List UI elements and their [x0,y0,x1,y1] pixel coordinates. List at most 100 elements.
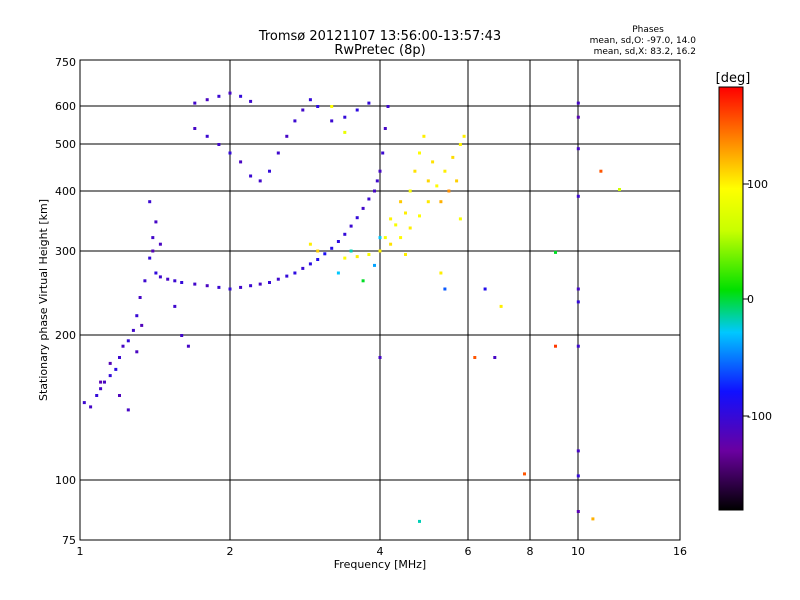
data-point [308,262,312,266]
data-point [343,115,347,119]
data-point [349,224,353,228]
data-point [118,394,121,397]
data-point [143,279,147,283]
colorbar-label: [deg] [716,71,751,86]
data-point [135,350,139,354]
data-point [239,285,243,289]
data-point [154,271,158,275]
data-point [404,211,407,215]
data-point [404,253,407,256]
data-point [258,282,262,286]
data-point [126,339,130,343]
data-point [205,134,209,138]
data-point [193,282,197,286]
data-point [276,277,280,281]
data-point [239,94,243,98]
data-point [458,143,462,146]
x-tick-label: 8 [527,545,534,558]
data-point [408,189,412,193]
data-point [435,184,439,188]
data-point [399,236,403,240]
data-point [451,155,455,159]
colorbar [718,86,744,511]
y-tick-label: 75 [62,534,76,547]
data-point [285,274,289,278]
data-point [343,232,347,236]
data-point [367,197,371,201]
data-point [386,105,390,108]
data-point [599,169,603,173]
data-point [228,287,232,291]
data-point [439,200,443,204]
data-point [82,401,86,405]
data-point [399,200,403,204]
x-tick-label: 2 [227,545,234,558]
colorbar-tick-label: -100 [747,410,772,423]
x-tick-label: 4 [377,545,384,558]
data-point [330,119,334,123]
data-point [249,99,253,103]
x-tick-label: 16 [673,545,687,558]
data-point [308,242,312,246]
data-point [554,250,557,254]
data-point [426,179,430,183]
data-point [349,249,353,253]
data-point [205,98,209,102]
data-point [180,281,184,284]
data-point [217,143,221,146]
data-point [108,361,112,365]
data-point [373,189,376,193]
data-point [126,408,130,412]
data-point [158,275,162,279]
data-point [239,160,243,164]
data-point [383,127,387,130]
data-point [205,284,209,288]
data-point [180,334,184,337]
data-point [381,151,385,155]
data-point [375,179,379,183]
data-point [138,296,142,299]
data-point [158,242,162,246]
data-point [618,188,621,191]
data-points [82,91,621,523]
colorbar-tick-label: 0 [747,293,754,306]
data-point [249,284,253,288]
data-point [373,263,376,267]
phase-info-line-x: mean, sd,X: 83.2, 16.2 [594,47,696,57]
data-point [576,344,580,348]
chart-title: Tromsø 20121107 13:56:00-13:57:43 [258,29,501,44]
data-point [389,242,393,246]
data-point [121,344,125,348]
data-point [378,169,382,173]
data-point [355,108,359,112]
data-point [228,91,232,95]
data-point [140,323,144,327]
data-point [186,344,190,348]
data-point [217,285,221,289]
data-point [576,474,580,478]
data-point [462,134,466,138]
data-point [361,206,365,210]
data-point [473,356,477,359]
data-point [323,252,327,256]
data-point [103,380,106,384]
data-point [114,367,118,371]
data-point [576,300,580,304]
data-point [336,240,340,243]
data-point [154,220,158,224]
data-point [276,151,280,155]
data-point [426,200,430,204]
data-point [173,279,177,283]
data-point [166,277,170,281]
data-point [443,287,447,291]
data-point [576,115,580,119]
data-point [330,246,334,250]
data-point [217,94,221,98]
y-tick-label: 750 [55,56,76,69]
data-point [378,249,382,253]
data-point [151,236,155,240]
data-point [394,223,398,227]
data-point [151,249,155,253]
data-point [301,108,305,112]
x-tick-label: 6 [465,545,472,558]
